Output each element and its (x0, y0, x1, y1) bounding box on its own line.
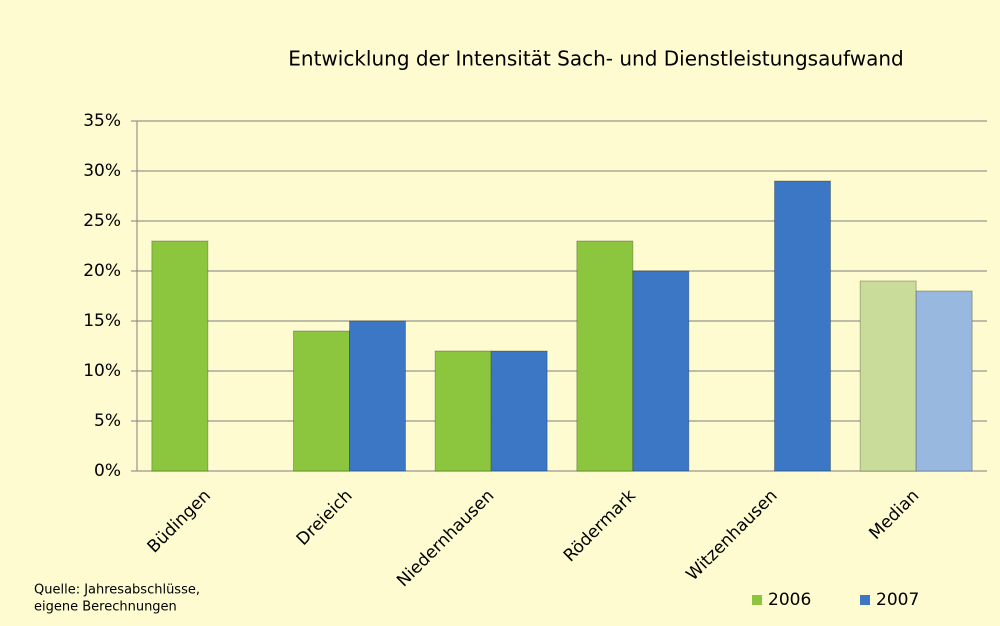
bar (774, 180, 831, 472)
legend-label: 2007 (876, 590, 919, 610)
legend-label: 2006 (768, 590, 811, 610)
y-tick-label: 15% (83, 311, 121, 331)
bar (434, 350, 492, 472)
y-tick-label: 35% (83, 111, 121, 131)
bar (490, 350, 548, 472)
bar (915, 290, 973, 472)
bar (859, 280, 917, 472)
y-tick-label: 10% (83, 361, 121, 381)
bar (151, 240, 209, 472)
y-tick-label: 30% (83, 161, 121, 181)
legend-swatch (860, 595, 870, 605)
y-tick-label: 5% (94, 411, 121, 431)
source-note: eigene Berechnungen (34, 600, 177, 615)
chart-title: Entwicklung der Intensität Sach- und Die… (288, 47, 903, 71)
bar (293, 330, 350, 472)
bar (632, 270, 690, 472)
legend-swatch (752, 595, 762, 605)
y-tick-label: 0% (94, 461, 121, 481)
source-note: Quelle: Jahresabschlüsse, (34, 583, 200, 598)
bar (349, 320, 406, 472)
bar (576, 240, 634, 472)
y-tick-label: 25% (83, 211, 121, 231)
y-tick-label: 20% (83, 261, 121, 281)
